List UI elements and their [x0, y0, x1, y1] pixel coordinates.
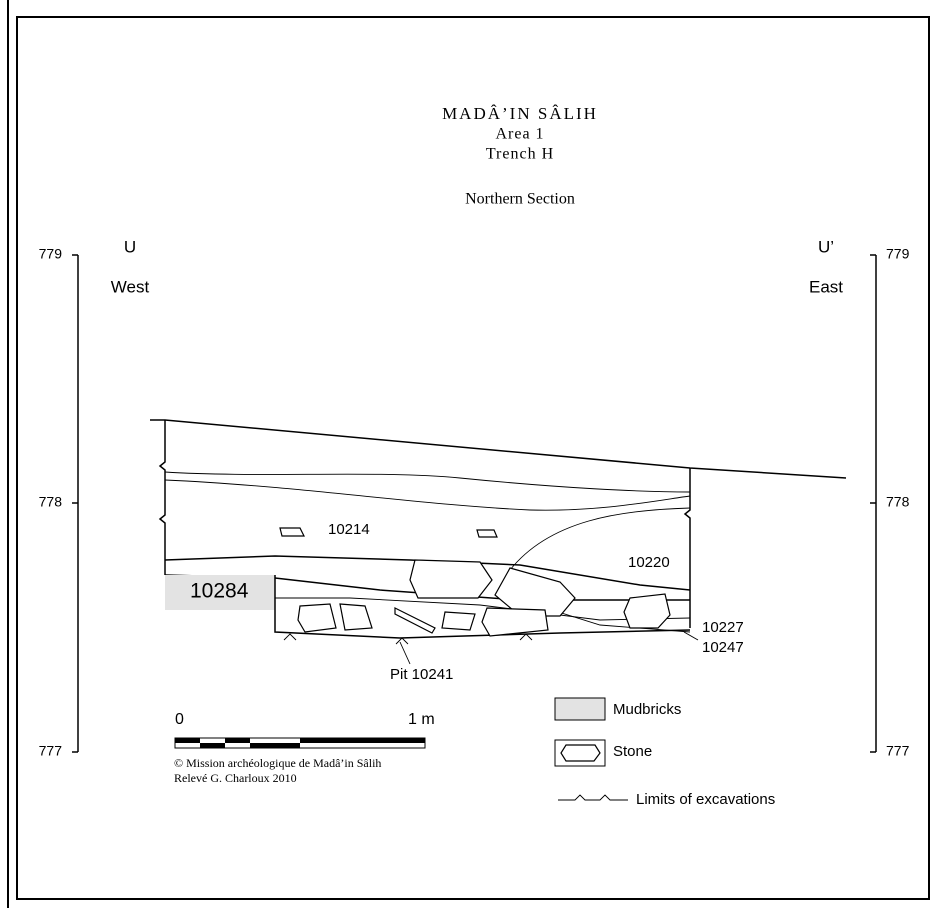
- elevation-label: 779: [39, 246, 63, 262]
- stone: [339, 603, 373, 631]
- scale-bar: 0 1 m: [174, 711, 435, 749]
- elevation-label: 778: [886, 494, 910, 510]
- title: MADÂ’IN SÂLIH: [442, 104, 598, 123]
- stone: [623, 593, 671, 629]
- stone: [409, 559, 493, 599]
- legend-label: Stone: [613, 743, 652, 760]
- leader: [683, 631, 699, 641]
- bar-block: [225, 738, 250, 743]
- bar-block: [300, 738, 425, 743]
- surface: [150, 419, 847, 479]
- left-point: U: [124, 237, 136, 256]
- legend-label: Limits of excavations: [636, 791, 775, 808]
- bar-block: [250, 743, 300, 748]
- limit-tick: [519, 633, 533, 641]
- limit-tick: [395, 637, 409, 645]
- right-direction: East: [809, 277, 843, 296]
- unit-label: 10220: [628, 554, 670, 571]
- stone: [481, 607, 549, 637]
- limit-tick: [283, 633, 297, 641]
- stone: [297, 603, 337, 633]
- stone: [494, 567, 576, 617]
- header: MADÂ’IN SÂLIH Area 1 Trench H Northern S…: [442, 104, 598, 208]
- legend-limit: [558, 794, 628, 801]
- elevation-scales: 779 778 777 779 778 777: [39, 246, 910, 759]
- credit: © Mission archéologique de Madâ’in Sâlih: [174, 756, 381, 770]
- right-point: U’: [818, 237, 834, 256]
- unit-label: 10214: [328, 521, 370, 538]
- trench: Trench H: [486, 146, 554, 163]
- section-profile: [150, 419, 847, 665]
- west-wall: [158, 420, 166, 575]
- pit-label: Pit 10241: [390, 666, 453, 683]
- mudbrick-area: [165, 575, 275, 610]
- bar-block: [175, 738, 200, 743]
- stone: [394, 607, 436, 634]
- legend-mudbrick: [554, 697, 606, 721]
- legend-label: Mudbricks: [613, 701, 681, 718]
- bar-block: [200, 743, 225, 748]
- scale-end: 1 m: [408, 711, 435, 728]
- layer-line: [164, 479, 691, 511]
- legend: Mudbricks Stone Limits of excavations: [554, 697, 775, 808]
- layer-line: [164, 471, 691, 493]
- unit-label: 10247: [702, 639, 744, 656]
- layer-line: [509, 507, 691, 571]
- stone: [476, 529, 498, 538]
- credit: Relevé G. Charloux 2010: [174, 771, 297, 785]
- scale-start: 0: [175, 711, 184, 728]
- stone: [441, 611, 476, 631]
- elevation-label: 777: [39, 743, 63, 759]
- elevation-label: 777: [886, 743, 910, 759]
- section: Northern Section: [465, 191, 575, 208]
- unit-label: 10227: [702, 619, 744, 636]
- elevation-label: 778: [39, 494, 63, 510]
- legend-stone: [560, 744, 601, 762]
- pit-leader: [399, 641, 411, 665]
- unit-label: 10284: [190, 580, 249, 603]
- stone: [279, 527, 305, 537]
- pit-base: [274, 575, 691, 639]
- frame: [16, 16, 930, 900]
- left-direction: West: [111, 277, 150, 296]
- area: Area 1: [495, 126, 544, 143]
- elevation-label: 779: [886, 246, 910, 262]
